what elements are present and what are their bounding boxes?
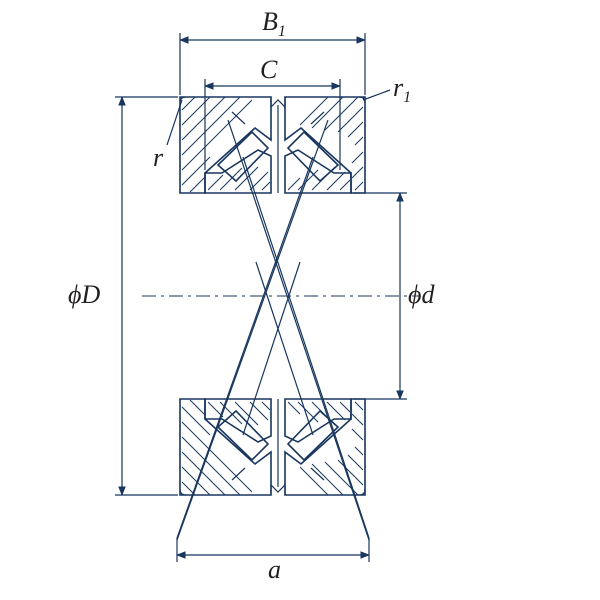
label-r: r (153, 143, 164, 172)
leader-r1 (363, 90, 390, 100)
hatch-outer-top (182, 97, 363, 192)
label-phid: ϕd (408, 280, 435, 309)
label-C: C (260, 55, 278, 84)
label-B1: B1 (262, 7, 286, 40)
label-r1: r1 (393, 73, 411, 106)
label-phiD: ϕD (68, 280, 100, 309)
label-a: a (268, 555, 281, 584)
dim-C (205, 79, 340, 170)
bearing-diagram: B1 C r r1 ϕD ϕd a (0, 0, 600, 600)
